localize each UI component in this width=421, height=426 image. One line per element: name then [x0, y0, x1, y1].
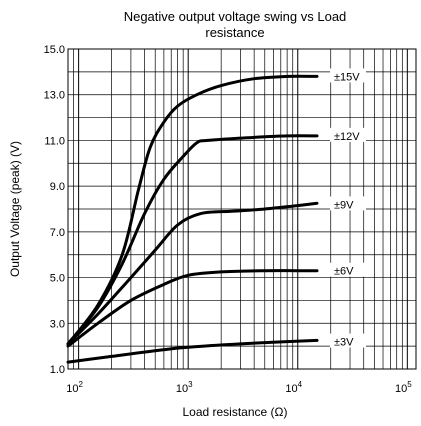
series-label: ±9V	[334, 199, 354, 211]
series-line	[66, 269, 319, 348]
series-label: ±3V	[334, 337, 354, 349]
chart-title-line2: resistance	[205, 25, 264, 40]
y-tick-label: 15.0	[44, 44, 65, 56]
series-line	[66, 74, 319, 346]
x-tick-label: 105	[395, 380, 412, 395]
series-label-bg	[330, 262, 366, 277]
series-label-bg	[330, 68, 366, 83]
series-label-bg	[330, 196, 366, 211]
series-group	[66, 74, 319, 364]
series-label: ±15V	[334, 71, 360, 83]
series-line	[66, 338, 319, 364]
plot-frame	[67, 48, 417, 370]
series-labels: ±15V ±12V ±9V ±6V ±3V	[330, 68, 366, 349]
y-axis-ticks: 1.0 3.0 5.0 7.0 9.0 11.0 13.0 15.0	[44, 44, 65, 376]
y-axis-label: Output Voltage (peak) (V)	[8, 141, 22, 277]
series-line	[66, 201, 319, 346]
y-tick-label: 9.0	[50, 181, 65, 193]
series-label-bg	[330, 333, 366, 348]
x-axis-label: Load resistance (Ω)	[182, 405, 287, 419]
grid-lines	[67, 49, 416, 369]
series-label: ±12V	[334, 131, 360, 143]
y-tick-label: 5.0	[50, 273, 65, 285]
y-tick-label: 13.0	[44, 90, 65, 102]
x-tick-label: 102	[66, 380, 83, 395]
y-tick-label: 7.0	[50, 227, 65, 239]
chart-title: Negative output voltage swing vs Load re…	[124, 9, 347, 40]
y-tick-label: 1.0	[50, 364, 65, 376]
series-label: ±6V	[334, 266, 354, 278]
chart-title-line1: Negative output voltage swing vs Load	[124, 9, 347, 24]
x-tick-label: 103	[176, 380, 193, 395]
series-label-bg	[330, 127, 366, 142]
x-tick-label: 104	[285, 380, 302, 395]
y-tick-label: 3.0	[50, 318, 65, 330]
series-line	[66, 134, 319, 346]
y-tick-label: 11.0	[44, 135, 65, 147]
x-axis-ticks: 102 103 104 105	[66, 380, 412, 395]
